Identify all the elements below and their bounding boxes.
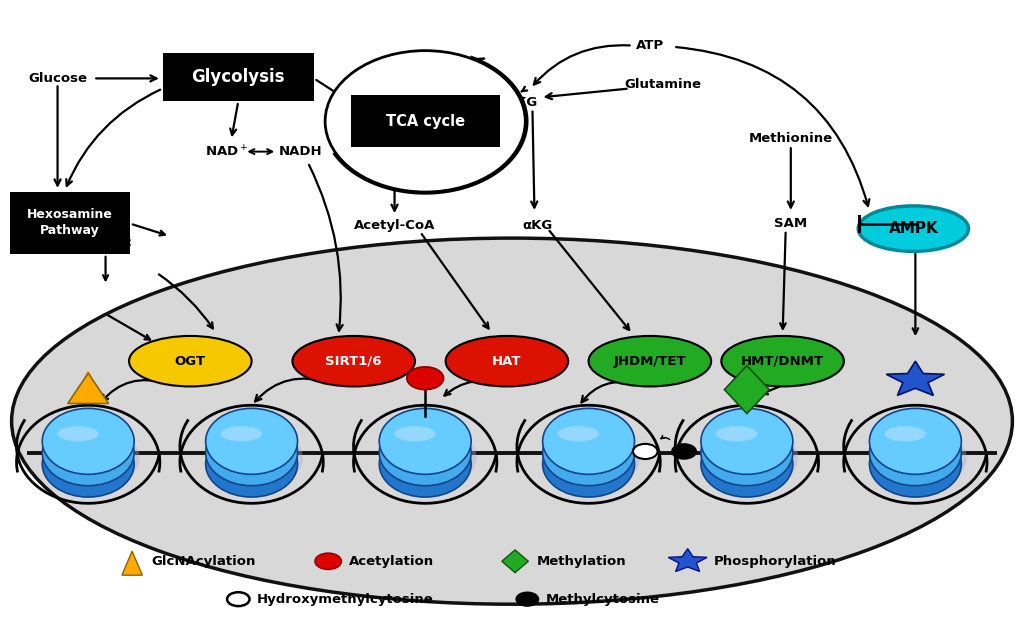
Ellipse shape xyxy=(721,336,844,387)
Text: NADH: NADH xyxy=(279,145,323,158)
Ellipse shape xyxy=(700,431,793,497)
Text: Methionine: Methionine xyxy=(749,133,833,145)
Ellipse shape xyxy=(589,336,711,387)
Ellipse shape xyxy=(858,206,969,251)
Ellipse shape xyxy=(43,426,139,489)
Text: Methylcytosine: Methylcytosine xyxy=(546,593,659,605)
Polygon shape xyxy=(502,550,528,573)
Text: JHDM/TET: JHDM/TET xyxy=(613,354,686,368)
Ellipse shape xyxy=(206,408,298,474)
Circle shape xyxy=(633,444,657,459)
Text: Acetylation: Acetylation xyxy=(348,555,434,568)
Text: GlcNAc: GlcNAc xyxy=(79,236,132,249)
Ellipse shape xyxy=(221,426,262,441)
Polygon shape xyxy=(886,361,944,396)
Text: OGT: OGT xyxy=(175,354,206,368)
Ellipse shape xyxy=(543,431,635,497)
Ellipse shape xyxy=(325,51,525,192)
Polygon shape xyxy=(724,366,769,413)
Text: Glutamine: Glutamine xyxy=(625,78,701,91)
Ellipse shape xyxy=(543,408,635,474)
Ellipse shape xyxy=(11,238,1013,604)
Ellipse shape xyxy=(544,426,640,489)
Ellipse shape xyxy=(207,426,303,489)
FancyBboxPatch shape xyxy=(350,95,500,146)
Ellipse shape xyxy=(42,420,134,486)
Text: Glucose: Glucose xyxy=(28,72,87,85)
Ellipse shape xyxy=(379,408,471,474)
Ellipse shape xyxy=(42,408,134,474)
Ellipse shape xyxy=(869,431,962,497)
Text: SAM: SAM xyxy=(774,217,807,230)
Ellipse shape xyxy=(206,420,298,486)
Ellipse shape xyxy=(701,426,798,489)
Circle shape xyxy=(407,367,443,389)
Text: AMPK: AMPK xyxy=(889,221,938,236)
Circle shape xyxy=(227,592,250,606)
Ellipse shape xyxy=(700,408,793,474)
Ellipse shape xyxy=(129,336,252,387)
Ellipse shape xyxy=(379,431,471,497)
Ellipse shape xyxy=(57,426,98,441)
FancyBboxPatch shape xyxy=(9,192,130,254)
FancyBboxPatch shape xyxy=(163,53,314,101)
Text: NAD$^+$: NAD$^+$ xyxy=(205,144,248,159)
Ellipse shape xyxy=(885,426,926,441)
Text: SIRT1/6: SIRT1/6 xyxy=(326,354,382,368)
Ellipse shape xyxy=(445,336,568,387)
Ellipse shape xyxy=(42,431,134,497)
Circle shape xyxy=(516,592,539,606)
Ellipse shape xyxy=(379,420,471,486)
Text: Citrate: Citrate xyxy=(369,156,420,169)
Text: TCA cycle: TCA cycle xyxy=(386,114,465,129)
Ellipse shape xyxy=(558,426,599,441)
Ellipse shape xyxy=(869,408,962,474)
Ellipse shape xyxy=(700,420,793,486)
Text: αKG: αKG xyxy=(507,96,538,109)
Polygon shape xyxy=(669,548,708,571)
Text: Acetyl-CoA: Acetyl-CoA xyxy=(354,219,435,232)
Ellipse shape xyxy=(206,431,298,497)
Ellipse shape xyxy=(543,420,635,486)
Polygon shape xyxy=(122,551,142,575)
Text: HMT/DNMT: HMT/DNMT xyxy=(741,354,824,368)
Ellipse shape xyxy=(394,426,435,441)
Ellipse shape xyxy=(869,420,962,486)
Text: Glycolysis: Glycolysis xyxy=(191,68,285,86)
Ellipse shape xyxy=(870,426,967,489)
Text: HAT: HAT xyxy=(493,354,521,368)
Text: GlcNAcylation: GlcNAcylation xyxy=(152,555,256,568)
Ellipse shape xyxy=(716,426,758,441)
Text: Methylation: Methylation xyxy=(537,555,626,568)
Circle shape xyxy=(672,444,696,459)
Text: Hydroxymethylcytosine: Hydroxymethylcytosine xyxy=(257,593,433,605)
Text: Hexosamine
Pathway: Hexosamine Pathway xyxy=(27,209,113,238)
Text: Phosphorylation: Phosphorylation xyxy=(714,555,837,568)
Ellipse shape xyxy=(293,336,415,387)
Circle shape xyxy=(315,553,341,569)
Ellipse shape xyxy=(380,426,476,489)
Polygon shape xyxy=(68,373,109,403)
Text: ATP: ATP xyxy=(636,39,664,52)
Text: αKG: αKG xyxy=(522,219,553,232)
